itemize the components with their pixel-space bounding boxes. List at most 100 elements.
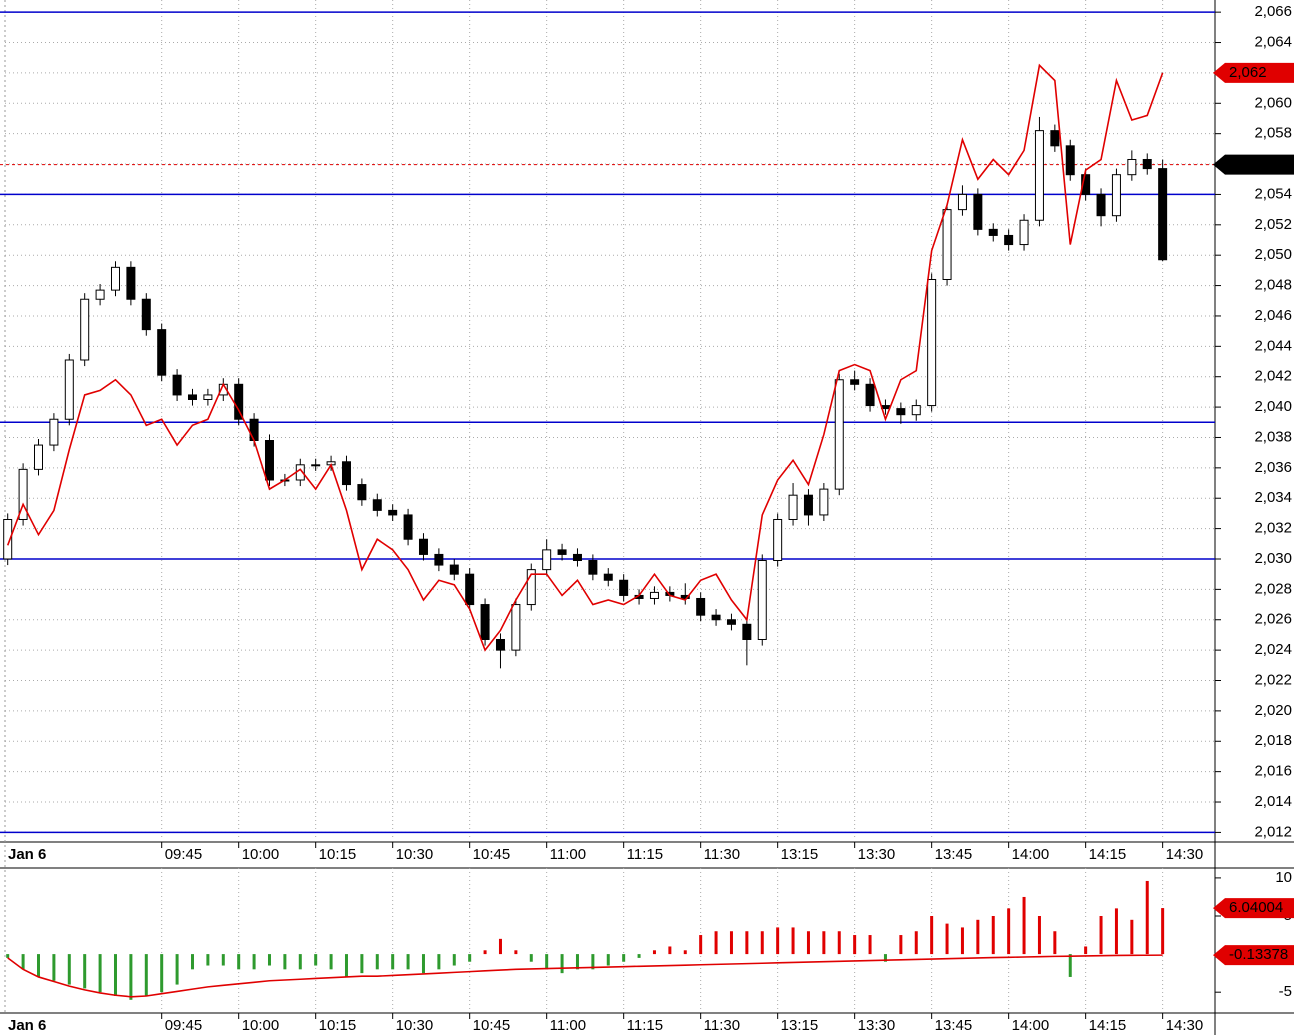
histogram-bar xyxy=(98,954,102,993)
histogram-bar xyxy=(1114,908,1118,955)
candle-body xyxy=(1065,145,1075,176)
histogram-bar xyxy=(36,954,40,977)
histogram-bar xyxy=(837,931,841,955)
histogram-bar xyxy=(776,927,780,955)
x-tick-label: 11:15 xyxy=(627,846,663,863)
x-tick-label: 14:00 xyxy=(1012,846,1050,863)
x-tick-label: 10:45 xyxy=(473,846,511,863)
histogram-bar xyxy=(760,931,764,955)
histogram-bar xyxy=(914,931,918,955)
candle-body xyxy=(603,573,613,581)
candle-body xyxy=(49,418,59,446)
candle-body xyxy=(803,494,813,516)
histogram-bar xyxy=(960,927,964,955)
candle-body xyxy=(480,604,490,640)
candle-body xyxy=(834,379,844,490)
y-tick-label: 10 xyxy=(1275,869,1292,886)
candle-body xyxy=(64,359,74,420)
y-tick-label: 2,018 xyxy=(1254,732,1292,749)
x-tick-label: 13:15 xyxy=(781,1017,819,1034)
candle-body xyxy=(619,579,629,596)
histogram-bar xyxy=(483,950,487,955)
histogram-bar xyxy=(314,954,318,966)
candle-body xyxy=(572,553,582,562)
candle-body xyxy=(110,266,120,291)
x-tick-label: 13:30 xyxy=(858,1017,896,1034)
histogram-bar xyxy=(560,954,564,974)
histogram-bar xyxy=(991,916,995,955)
histogram-bar xyxy=(883,954,887,962)
x-tick-label: 10:00 xyxy=(242,1017,280,1034)
histogram-bar xyxy=(791,927,795,955)
candle-body xyxy=(911,405,921,416)
histogram-bar xyxy=(545,954,549,970)
histogram-bar xyxy=(976,919,980,955)
candle-body xyxy=(526,569,536,606)
histogram-bar xyxy=(1007,908,1011,955)
candle-body xyxy=(850,379,860,385)
candle-body xyxy=(357,484,367,501)
histogram-bar xyxy=(699,935,703,955)
x-tick-label: 11:30 xyxy=(704,1017,740,1034)
y-tick-label: 2,022 xyxy=(1254,671,1292,688)
histogram-bar xyxy=(391,954,395,970)
histogram-bar xyxy=(945,923,949,955)
candle-body xyxy=(341,461,351,486)
histogram-bar xyxy=(360,954,364,974)
histogram-bar xyxy=(1145,880,1149,955)
candle-body xyxy=(1127,158,1137,176)
histogram-bar xyxy=(468,954,472,962)
candle-body xyxy=(403,514,413,540)
candle-body xyxy=(264,440,274,481)
x-tick-label: 10:45 xyxy=(473,1017,511,1034)
histogram-bar xyxy=(452,954,456,966)
histogram-bar xyxy=(421,954,425,974)
y-tick-label: 2,028 xyxy=(1254,580,1292,597)
histogram-bar xyxy=(437,954,441,970)
x-tick-label: 11:30 xyxy=(704,846,740,863)
x-tick-label: 13:15 xyxy=(781,846,819,863)
histogram-bar xyxy=(591,954,595,970)
histogram-bar xyxy=(806,931,810,955)
signal-line xyxy=(7,954,1163,998)
x-tick-label: 14:30 xyxy=(1166,846,1204,863)
candle-body xyxy=(187,394,197,400)
histogram-bar xyxy=(853,935,857,955)
price-tag-label: 2,055.96 xyxy=(1229,156,1287,173)
candle-body xyxy=(311,464,321,467)
candle-body xyxy=(157,329,167,376)
histogram-bar xyxy=(1037,916,1041,955)
histogram-bar xyxy=(21,954,25,970)
histogram-bar xyxy=(344,954,348,977)
candle-body xyxy=(1081,174,1091,195)
y-tick-label: 2,058 xyxy=(1254,125,1292,142)
histogram-bar xyxy=(622,954,626,962)
histogram-bar xyxy=(67,954,71,985)
x-tick-label: 11:00 xyxy=(550,846,586,863)
candle-body xyxy=(95,289,105,300)
histogram-bar xyxy=(529,954,533,962)
candle-body xyxy=(542,549,552,571)
histogram-bar xyxy=(298,954,302,970)
candle-body xyxy=(18,468,28,520)
candle-body xyxy=(1111,174,1121,217)
histogram-bar xyxy=(113,954,117,996)
x-tick-label: 11:00 xyxy=(550,1017,586,1034)
histogram-bar xyxy=(899,935,903,955)
histogram-bar xyxy=(283,954,287,970)
x-tick-label: 09:45 xyxy=(165,1017,203,1034)
y-tick-label: 2,060 xyxy=(1254,94,1292,111)
candle-body xyxy=(234,383,244,420)
histogram-bar xyxy=(267,954,271,966)
y-tick-label: 2,036 xyxy=(1254,459,1292,476)
histogram-bar xyxy=(729,931,733,955)
candle-body xyxy=(988,228,998,236)
y-tick-label: 2,042 xyxy=(1254,368,1292,385)
histogram-bar xyxy=(206,954,210,966)
histogram-bar xyxy=(160,954,164,993)
y-tick-label: 2,034 xyxy=(1254,489,1292,506)
histogram-bar xyxy=(606,954,610,966)
candle-body xyxy=(249,418,259,442)
histogram-bar xyxy=(1099,916,1103,955)
